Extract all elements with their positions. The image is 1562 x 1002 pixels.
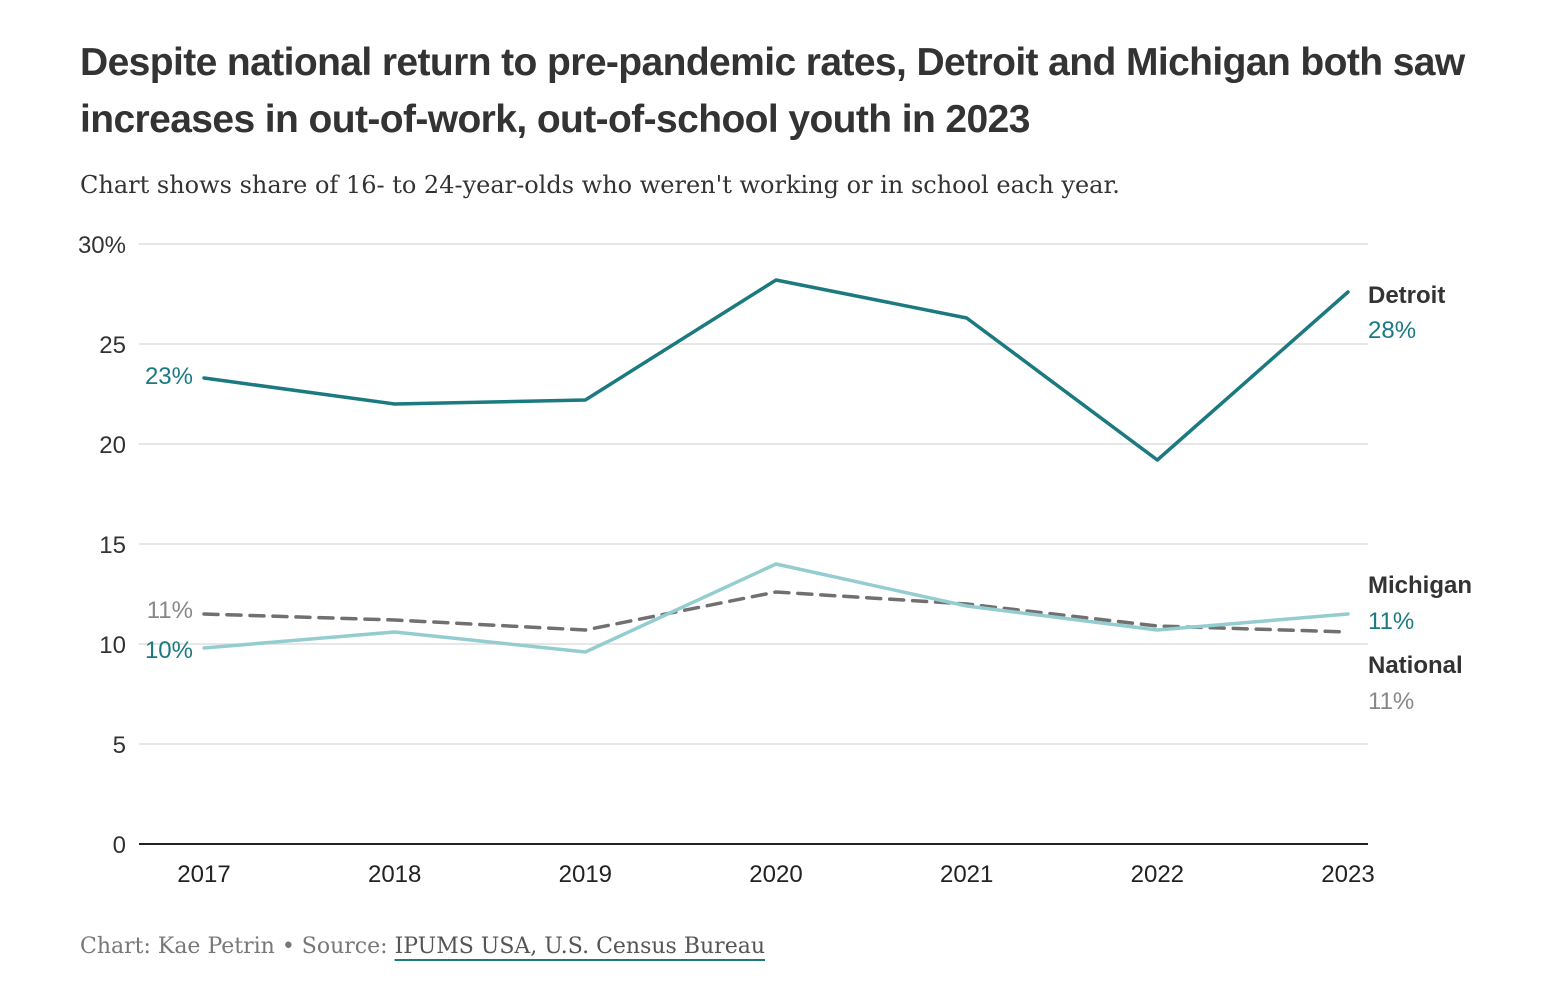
gridlines xyxy=(139,243,1368,845)
x-tick-label: 2019 xyxy=(559,861,612,888)
chart-title: Despite national return to pre-pandemic … xyxy=(80,41,1465,141)
y-tick-label: 30% xyxy=(78,232,126,259)
y-tick-label: 0 xyxy=(113,832,126,859)
x-tick-label: 2021 xyxy=(940,861,993,888)
series-line-michigan xyxy=(202,562,1350,654)
chart-subtitle: Chart shows share of 16- to 24-year-olds… xyxy=(80,171,1120,199)
start-value-label-national: 11% xyxy=(147,597,193,624)
source-link[interactable]: IPUMS USA, U.S. Census Bureau xyxy=(394,934,765,959)
series-name-label-detroit: Detroit xyxy=(1368,282,1445,309)
y-tick-label: 10 xyxy=(99,632,126,659)
credit-text: Chart: Kae Petrin • Source: xyxy=(80,934,395,959)
x-tick-label: 2017 xyxy=(177,861,230,888)
x-tick-label: 2020 xyxy=(749,861,802,888)
y-tick-label: 20 xyxy=(99,432,126,459)
end-value-label-detroit: 28% xyxy=(1368,317,1416,344)
end-value-label-michigan: 11% xyxy=(1368,608,1414,635)
series-line-detroit xyxy=(202,278,1350,462)
start-value-label-michigan: 10% xyxy=(145,637,193,664)
start-value-label-detroit: 23% xyxy=(145,363,193,390)
series-line-national xyxy=(202,590,1350,634)
chart-footer: Chart: Kae Petrin • Source: IPUMS USA, U… xyxy=(80,934,765,959)
y-tick-label: 15 xyxy=(99,532,126,559)
x-tick-label: 2023 xyxy=(1321,861,1374,888)
series-labels: 23% 10% 11% Detroit 28% Michigan 11% National 11… xyxy=(145,282,1472,715)
series-lines xyxy=(202,278,1350,654)
y-axis-tick-labels: 0 5 10 15 20 25 30% xyxy=(78,232,126,859)
y-tick-label: 25 xyxy=(99,332,126,359)
end-value-label-national: 11% xyxy=(1368,688,1414,715)
series-name-label-michigan: Michigan xyxy=(1368,572,1472,599)
x-axis-tick-labels: 2017 2018 2019 2020 2021 2022 2023 xyxy=(177,861,1374,888)
x-tick-label: 2022 xyxy=(1131,861,1184,888)
y-tick-label: 5 xyxy=(113,732,126,759)
series-name-label-national: National xyxy=(1368,652,1463,679)
x-tick-label: 2018 xyxy=(368,861,421,888)
